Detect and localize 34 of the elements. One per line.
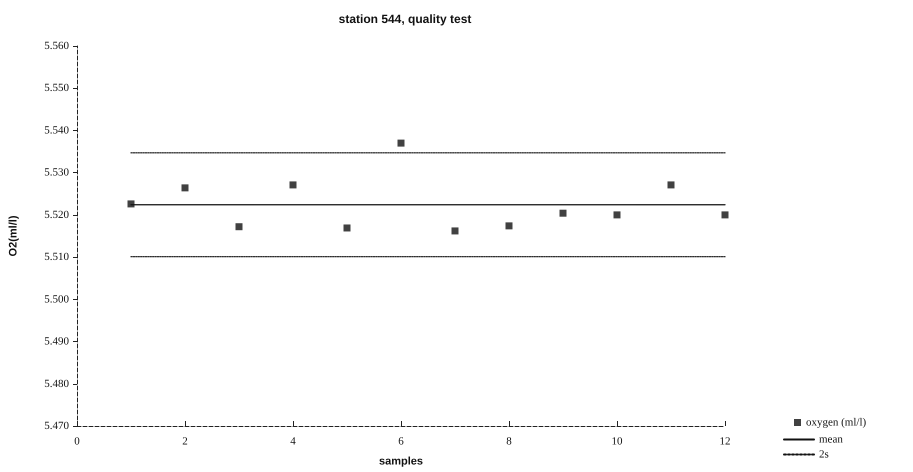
y-tick-label: 5.550 — [44, 82, 70, 94]
point — [290, 181, 296, 188]
x-tick-label: 12 — [720, 436, 730, 448]
point — [398, 140, 404, 147]
x-axis-title: samples — [378, 456, 424, 468]
y-tick-label: 5.520 — [44, 208, 70, 221]
x-tick-label: 2 — [182, 436, 188, 448]
legend-label: 2s — [819, 448, 829, 460]
y-tick-label: 5.470 — [44, 420, 70, 432]
point — [506, 222, 512, 230]
x-tick-label: 8 — [506, 436, 512, 448]
y-tick-label: 5.540 — [44, 124, 70, 136]
y-tick-label: 5.500 — [44, 293, 70, 306]
point — [182, 184, 188, 192]
point — [668, 181, 674, 188]
legend-label: oxygen (ml/l) — [806, 416, 867, 428]
x-tick-label: 0 — [74, 436, 80, 448]
x-tick-label: 6 — [398, 436, 404, 448]
x-tick-label: 4 — [290, 436, 296, 448]
point — [560, 210, 566, 217]
y-tick-label: 5.560 — [44, 40, 70, 52]
point — [452, 227, 458, 234]
legend-label: mean — [819, 434, 844, 446]
chart-title: station 544, quality test — [338, 12, 472, 26]
y-tick-label: 5.530 — [44, 166, 70, 179]
y-axis-title: O2(ml/l) — [8, 215, 20, 256]
y-tick-label: 5.510 — [44, 251, 70, 264]
point — [344, 224, 350, 232]
y-tick-label: 5.490 — [44, 336, 70, 348]
point — [614, 211, 620, 218]
point — [236, 223, 242, 230]
y-tick-label: 5.480 — [44, 378, 70, 390]
point — [722, 211, 728, 218]
x-tick-label: 10 — [612, 436, 623, 448]
